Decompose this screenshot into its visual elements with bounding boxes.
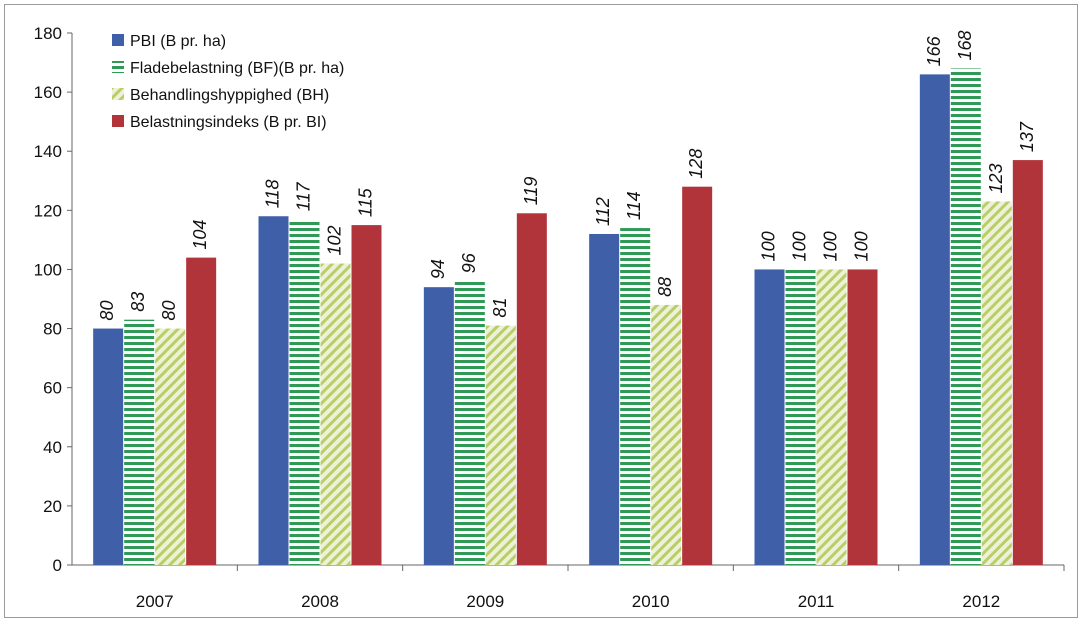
bar [816,269,847,565]
data-label: 100 [821,231,841,261]
bar [320,263,351,565]
y-tick-label: 180 [34,24,62,43]
data-label: 137 [1017,121,1037,152]
bar [651,304,682,565]
legend-swatch [112,34,124,46]
data-label: 117 [294,182,314,212]
y-tick-label: 100 [34,260,62,279]
data-label: 100 [790,231,810,261]
data-label: 100 [852,231,872,261]
bar [1012,160,1043,566]
bars [93,68,1043,566]
y-tick-label: 140 [34,142,62,161]
data-label: 104 [190,220,210,250]
data-label: 114 [624,191,644,220]
bar [516,213,547,566]
bar [847,269,878,565]
data-label: 123 [986,163,1006,193]
data-label: 96 [459,252,479,273]
legend-label: Belastningsindeks (B pr. BI) [130,114,327,131]
x-tick-label: 2011 [798,592,835,611]
data-label: 118 [263,180,283,209]
bar [981,201,1012,565]
data-label: 168 [955,30,975,60]
bar [785,269,816,565]
data-label: 100 [759,231,779,261]
x-tick-label: 2009 [466,592,504,611]
y-tick-label: 60 [43,379,62,398]
x-tick-label: 2008 [301,592,339,611]
legend-label: Behandlingshyppighed (BH) [130,87,329,104]
bar [620,228,651,566]
data-label: 128 [686,149,706,179]
bar [754,269,785,565]
legend-label: PBI (B pr. ha) [130,33,226,50]
y-tick-label: 80 [43,320,62,339]
data-label: 81 [490,298,510,318]
bar [155,328,186,565]
bar [351,225,382,565]
legend-swatch [112,61,124,73]
bar [258,216,289,565]
bar [124,319,155,565]
bar [186,257,217,565]
data-label: 112 [593,197,613,226]
legend-label: Fladebelastning (BF)(B pr. ha) [130,60,344,77]
y-tick-label: 20 [43,497,62,516]
bar [485,325,516,565]
data-label: 102 [325,225,345,255]
y-tick-label: 160 [34,83,62,102]
y-tick-label: 40 [43,438,62,457]
data-label: 94 [428,259,448,279]
x-tick-label: 2010 [632,592,670,611]
bar [423,287,454,565]
data-label: 80 [159,301,179,321]
bar [289,219,320,565]
bar [454,281,485,565]
data-label: 83 [128,292,148,312]
y-tick-label: 0 [53,556,62,575]
bar [93,328,124,565]
x-tick-label: 2007 [136,592,174,611]
bar [682,186,713,565]
x-tick-label: 2012 [962,592,1000,611]
data-label: 166 [924,35,944,66]
y-tick-label: 120 [34,201,62,220]
legend-swatch [112,115,124,127]
data-label: 80 [97,301,117,321]
bar [589,233,620,565]
data-labels: 80 83 80 104 118 117 102 115 94 96 81 119 112 114 88 12… [97,30,1037,320]
legend: PBI (B pr. ha) Fladebelastning (BF)(B pr.… [112,33,344,131]
data-label: 88 [655,277,675,297]
legend-swatch [112,88,124,100]
axes: 0 20 40 60 80 100 120 140 160 180 2007 2008 2009 2010… [34,24,1065,611]
data-label: 115 [356,187,376,217]
bar [950,68,981,565]
data-label: 119 [521,177,541,206]
bar [919,74,950,565]
